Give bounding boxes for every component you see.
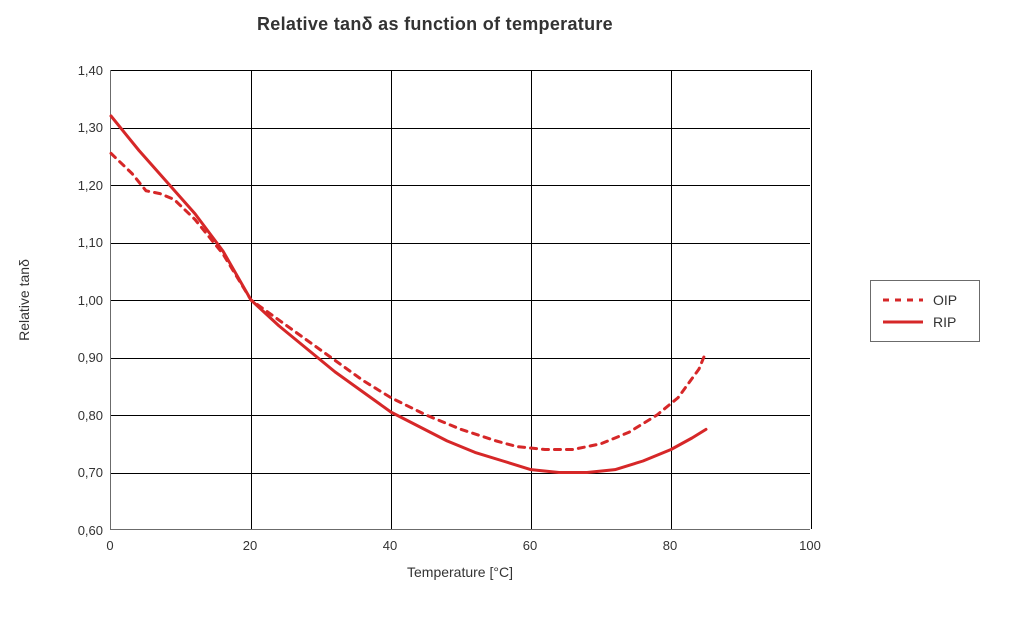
y-tick-label: 1,40 <box>58 63 103 78</box>
x-tick-label: 0 <box>90 538 130 553</box>
y-tick-label: 1,10 <box>58 235 103 250</box>
y-axis-label: Relative tanδ <box>16 259 32 341</box>
y-tick-label: 1,20 <box>58 178 103 193</box>
plot-area <box>110 70 810 530</box>
chart-title: Relative tanδ as function of temperature <box>0 14 870 35</box>
y-tick-label: 0,60 <box>58 523 103 538</box>
y-tick-label: 0,70 <box>58 465 103 480</box>
series-line-oip <box>111 153 706 449</box>
y-tick-label: 0,90 <box>58 350 103 365</box>
y-tick-label: 1,00 <box>58 293 103 308</box>
x-axis-label: Temperature [°C] <box>110 564 810 580</box>
chart-page: Relative tanδ as function of temperature… <box>0 0 1010 640</box>
legend-label: OIP <box>933 292 957 308</box>
y-tick-label: 0,80 <box>58 408 103 423</box>
x-tick-label: 100 <box>790 538 830 553</box>
legend-item-rip: RIP <box>881 311 967 333</box>
series-layer <box>111 70 811 530</box>
legend-swatch-oip <box>881 293 925 307</box>
series-line-rip <box>111 116 706 473</box>
x-tick-label: 20 <box>230 538 270 553</box>
y-tick-label: 1,30 <box>58 120 103 135</box>
legend-item-oip: OIP <box>881 289 967 311</box>
legend-label: RIP <box>933 314 956 330</box>
x-tick-label: 80 <box>650 538 690 553</box>
gridline-vertical <box>811 70 812 529</box>
x-tick-label: 40 <box>370 538 410 553</box>
x-tick-label: 60 <box>510 538 550 553</box>
legend: OIP RIP <box>870 280 980 342</box>
legend-swatch-rip <box>881 315 925 329</box>
